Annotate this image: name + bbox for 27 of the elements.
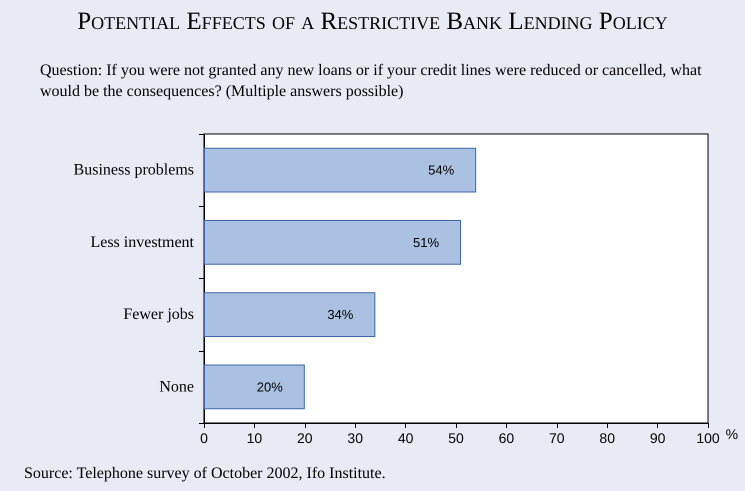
x-tick-label: 10 bbox=[246, 430, 262, 446]
data-label: 54% bbox=[428, 162, 455, 178]
x-tick-label: 80 bbox=[599, 430, 616, 446]
data-label: 34% bbox=[327, 307, 354, 322]
x-tick-label: 100 bbox=[696, 430, 720, 446]
x-tick-label: 0 bbox=[200, 430, 208, 446]
y-tick-label: Less investment bbox=[90, 234, 195, 251]
data-label: 51% bbox=[413, 234, 440, 250]
y-tick-label: None bbox=[159, 378, 194, 396]
y-tick-label: Business problems bbox=[74, 162, 194, 179]
x-tick-label: 70 bbox=[549, 430, 565, 446]
source-note: Source: Telephone survey of October 2002, Ifo Institute. bbox=[24, 465, 386, 483]
chart-subtitle: Question: If you were not granted any new loans or if your credit lines were reduced or cancelled, what would be the consequences? (Multiple answers possible) bbox=[40, 61, 703, 102]
y-tick-label: Fewer jobs bbox=[123, 306, 194, 324]
data-label: 20% bbox=[256, 379, 284, 394]
x-tick-label: 30 bbox=[347, 430, 364, 446]
x-tick-label: 60 bbox=[498, 430, 514, 446]
bar bbox=[204, 148, 476, 193]
x-tick-label: 90 bbox=[650, 430, 666, 446]
x-axis-title: % bbox=[726, 426, 738, 442]
x-tick-label: 40 bbox=[398, 430, 414, 446]
bar bbox=[204, 292, 376, 338]
bar bbox=[204, 364, 305, 410]
x-tick-label: 50 bbox=[448, 430, 464, 446]
x-tick-label: 20 bbox=[297, 430, 313, 446]
chart-title: Potential Effects of a Restrictive Bank Lending Policy bbox=[76, 8, 669, 36]
bar bbox=[204, 220, 462, 265]
